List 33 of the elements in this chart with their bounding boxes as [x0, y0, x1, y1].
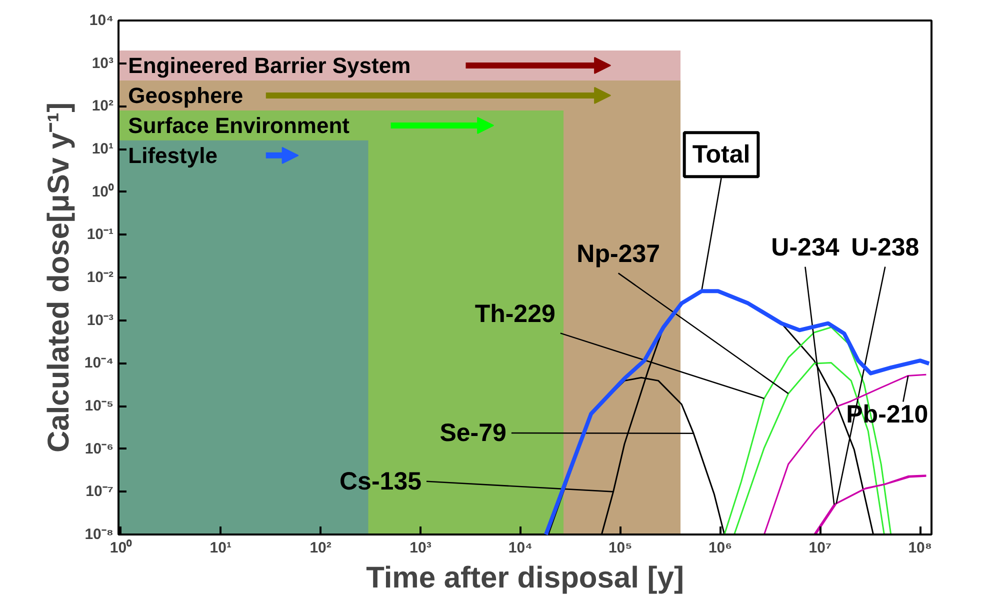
y-tick-label: 10⁴: [89, 12, 114, 29]
x-tick-label: 10⁶: [708, 540, 732, 556]
y-axis-title: Calculated dose[μSv y⁻¹]: [42, 102, 76, 453]
text: U-234: [771, 234, 840, 262]
text: Total: [692, 140, 750, 169]
band-label: Geosphere: [128, 82, 244, 108]
text: Np-237: [576, 240, 660, 268]
x-tick-label: 10³: [410, 540, 432, 556]
y-tick-label: 10⁻⁷: [86, 483, 114, 500]
text: Th-229: [474, 300, 556, 328]
text: U-238: [851, 234, 920, 262]
band-label: Engineered Barrier System: [128, 52, 411, 78]
y-tick-label: 10⁻⁶: [84, 440, 114, 458]
y-tick-label: 10⁻³: [86, 312, 114, 329]
band-label: Lifestyle: [128, 142, 218, 168]
text: Cs-135: [340, 467, 422, 496]
y-tick-label: 10¹: [92, 140, 114, 158]
y-tick-label: 10⁻⁴: [84, 354, 114, 372]
x-tick-label: 10⁵: [608, 540, 632, 556]
y-tick-label: 10⁻⁵: [84, 398, 114, 414]
y-tick-label: 10⁻¹: [86, 226, 114, 244]
band-label: Surface Environment: [128, 112, 350, 138]
x-tick-label: 10⁸: [908, 540, 932, 556]
x-tick-label: 10⁴: [508, 540, 532, 556]
y-tick-label: 10⁻²: [86, 269, 114, 286]
y-tick-label: 10⁰: [92, 182, 114, 200]
x-tick-label: 10²: [310, 540, 332, 556]
text: Se-79: [440, 418, 506, 447]
x-tick-label: 10⁷: [808, 540, 832, 556]
y-tick-label: 10²: [92, 98, 114, 115]
y-tick-label: 10³: [92, 54, 114, 72]
x-axis-title: Time after disposal [y]: [366, 562, 684, 594]
x-tick-label: 10¹: [210, 540, 232, 556]
